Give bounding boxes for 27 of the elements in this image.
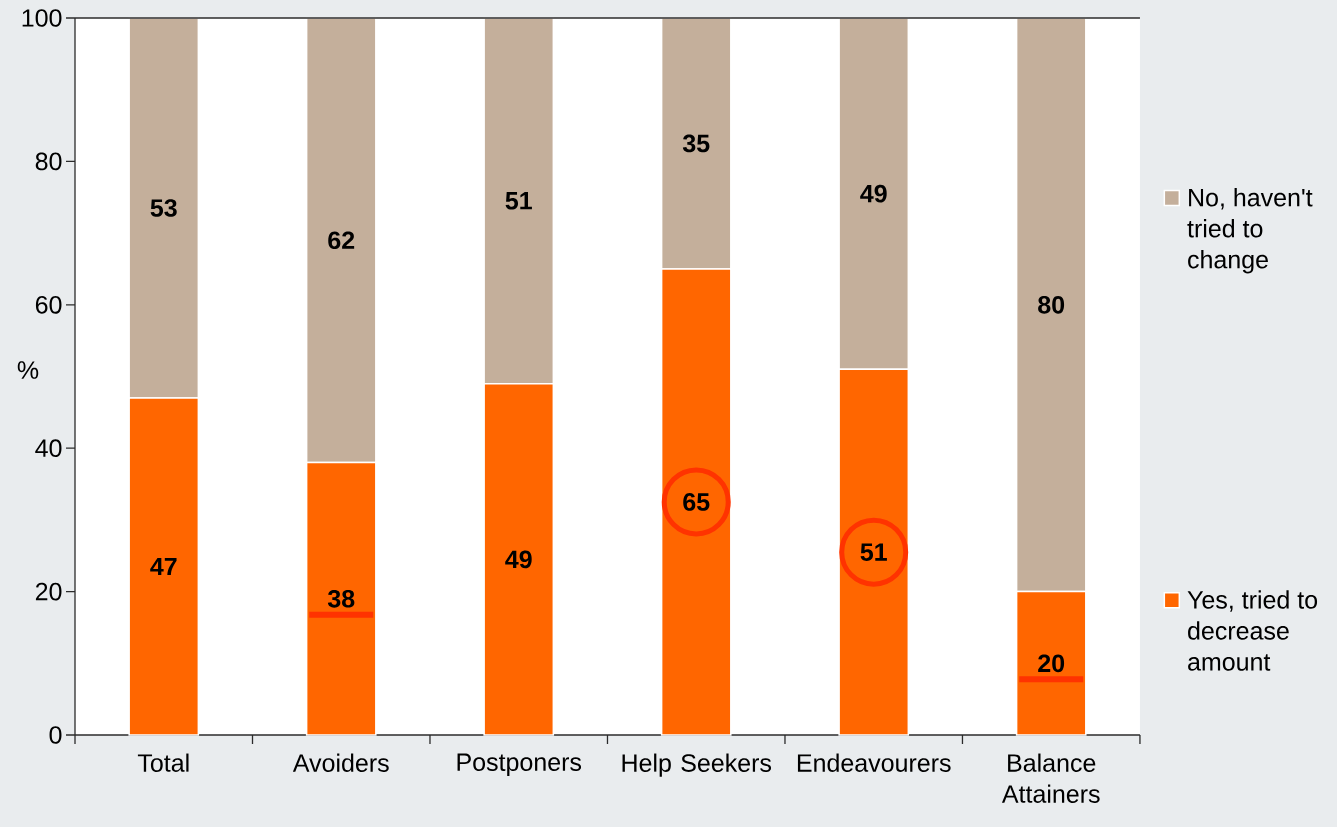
data-label: 49 (860, 184, 887, 203)
data-label: 80 (1038, 295, 1065, 314)
data-label: 35 (682, 134, 710, 153)
y-tick-label: 0 (49, 726, 62, 744)
legend-label: No, haven't tried to change (1187, 188, 1313, 274)
data-label: 38 (327, 589, 355, 608)
y-tick-label: 80 (35, 152, 62, 171)
data-label: 62 (328, 231, 355, 250)
y-tick-label: 40 (35, 439, 62, 458)
legend-label: Yes, tried to decrease amount (1187, 590, 1318, 671)
data-label: 53 (150, 199, 177, 217)
data-label: 51 (505, 192, 532, 210)
y-tick-label: 60 (35, 295, 62, 314)
x-tick-label: Avoiders (292, 753, 389, 772)
x-tick-label: Total (137, 753, 189, 772)
data-label: 20 (1038, 654, 1065, 673)
data-label: 47 (150, 557, 177, 576)
y-tick-label: 20 (35, 582, 62, 601)
y-axis-title: % (17, 361, 39, 379)
x-tick-label: Balance Attainers (1001, 753, 1100, 803)
data-label: 51 (860, 543, 887, 561)
data-label: 65 (683, 493, 710, 511)
x-tick-label: Postponers (457, 753, 582, 776)
x-tick-label: Endeavourers (797, 753, 951, 772)
x-tick-label: Help Seekers (622, 753, 772, 777)
data-label: 49 (505, 550, 532, 569)
y-tick-label: 100 (22, 9, 62, 27)
